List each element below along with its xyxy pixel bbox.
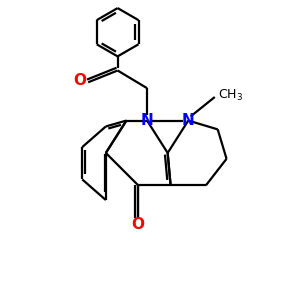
- Text: O: O: [74, 73, 86, 88]
- Text: O: O: [132, 217, 145, 232]
- Text: N: N: [182, 113, 195, 128]
- Text: N: N: [141, 113, 153, 128]
- Text: CH$_3$: CH$_3$: [218, 88, 243, 103]
